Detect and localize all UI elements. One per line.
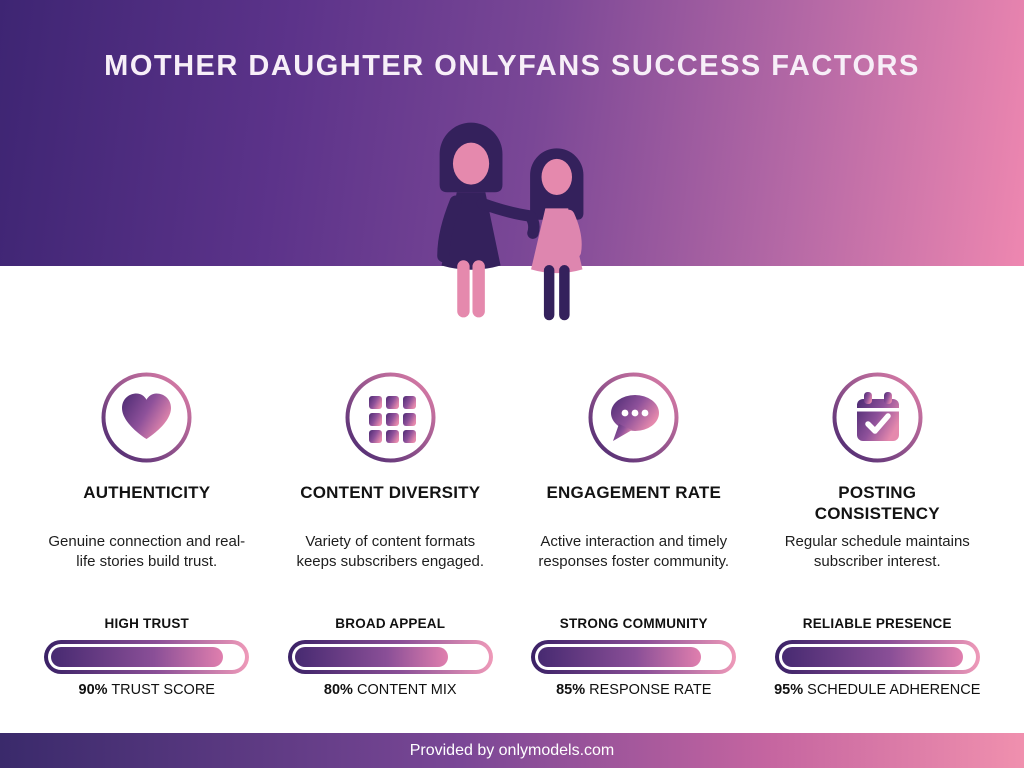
heart-icon	[101, 372, 192, 463]
factor-column-content-diversity: CONTENT DIVERSITY Variety of content for…	[274, 370, 508, 698]
stat-label: RESPONSE RATE	[585, 682, 712, 698]
calendar-check-icon	[832, 372, 923, 463]
factor-title: AUTHENTICITY	[83, 483, 211, 502]
factor-title: POSTING CONSISTENCY	[814, 483, 940, 524]
stat-value: 85%	[556, 682, 586, 698]
factor-description: Variety of content formats keeps subscri…	[296, 533, 485, 570]
progress-bar	[531, 640, 737, 674]
factor-column-authenticity: AUTHENTICITY Genuine connection and real…	[30, 370, 264, 698]
progress-bar	[287, 640, 493, 674]
progress-bar-fill	[294, 647, 448, 667]
stat-line: 80% CONTENT MIX	[324, 682, 457, 698]
progress-bar	[774, 640, 980, 674]
stat-line: 85% RESPONSE RATE	[556, 682, 711, 698]
footer-attribution: Provided by onlymodels.com	[409, 741, 615, 759]
page-title: MOTHER DAUGHTER ONLYFANS SUCCESS FACTORS	[104, 50, 920, 82]
factor-description: Regular schedule maintains subscriber in…	[784, 533, 970, 570]
progress-bar-fill	[538, 647, 701, 667]
factor-title: ENGAGEMENT RATE	[546, 483, 722, 502]
mother-daughter-illustration	[437, 122, 584, 321]
progress-bar-fill	[781, 647, 964, 667]
stat-value: 95%	[774, 682, 804, 698]
bar-label: STRONG COMMUNITY	[559, 616, 708, 631]
stat-value: 80%	[323, 682, 353, 698]
factor-column-posting-consistency: POSTING CONSISTENCY Regular schedule mai…	[761, 370, 995, 698]
bar-label: BROAD APPEAL	[335, 616, 446, 631]
stat-label: TRUST SCORE	[107, 682, 215, 698]
footer-band: Provided by onlymodels.com	[0, 733, 1024, 768]
factor-title: CONTENT DIVERSITY	[300, 483, 481, 502]
stat-label: SCHEDULE ADHERENCE	[803, 682, 981, 698]
stat-label: CONTENT MIX	[352, 682, 457, 698]
chat-bubble-icon	[588, 372, 679, 463]
stat-value: 90%	[78, 682, 108, 698]
factor-column-engagement-rate: ENGAGEMENT RATE Active interaction and t…	[517, 370, 751, 698]
stat-line: 90% TRUST SCORE	[79, 682, 215, 698]
stat-line: 95% SCHEDULE ADHERENCE	[774, 682, 980, 698]
progress-bar	[44, 640, 250, 674]
factor-description: Genuine connection and real-life stories…	[48, 533, 246, 570]
grid-icon	[345, 372, 436, 463]
header-gradient-band	[0, 0, 1024, 266]
bar-label: HIGH TRUST	[104, 616, 189, 631]
bar-label: RELIABLE PRESENCE	[802, 616, 952, 631]
factor-description: Active interaction and timely responses …	[538, 533, 730, 570]
progress-bar-fill	[51, 647, 224, 667]
factor-columns: AUTHENTICITY Genuine connection and real…	[30, 370, 994, 698]
